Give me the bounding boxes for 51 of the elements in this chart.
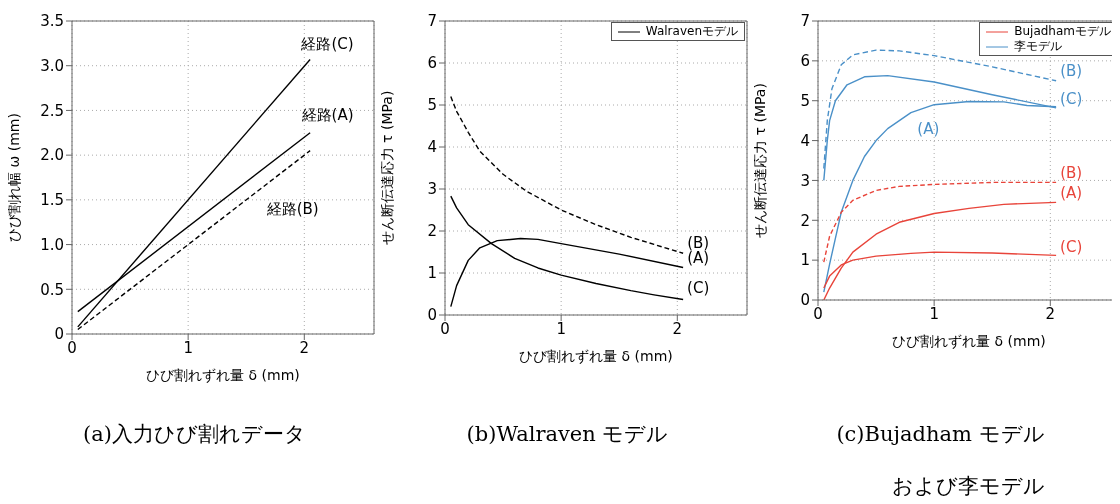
y-tick-label: 3.5 [40,12,64,31]
y-tick-label: 6 [427,54,437,73]
y-tick-label: 3 [427,180,437,199]
y-tick-label: 5 [800,92,810,111]
text: (a)入力ひび割れデータ [83,421,306,448]
x-axis-title: ひび割れずれ量 δ (mm) [146,367,300,383]
y-tick-label: 7 [427,12,437,31]
annotation: 経路(A) [300,106,354,125]
y-tick-label: 2.5 [40,101,64,120]
annotation: (B) [1060,163,1083,182]
x-tick-label: 1 [929,304,939,323]
y-tick-label: 7 [800,12,810,31]
y-tick-label: 2 [427,222,437,241]
x-axis-title: ひび割れずれ量 δ (mm) [892,333,1046,349]
x-axis-title: ひび割れずれ量 δ (mm) [519,348,673,364]
legend-label: 李モデル [1014,39,1063,54]
annotation: (C) [1060,90,1083,109]
x-tick-label: 2 [1045,304,1056,323]
annotation: (B) [1060,62,1083,81]
x-tick-label: 0 [440,319,450,338]
annotation: (A) [1060,183,1083,202]
y-tick-label: 0.5 [40,280,64,299]
x-tick-label: 1 [183,338,193,357]
annotation: 経路(B) [265,200,319,219]
annotation: (C) [687,279,710,298]
y-tick-label: 3.0 [40,57,64,76]
annotation: 経路(C) [300,34,354,53]
legend-label: Bujadhamモデル [1014,24,1111,39]
chart-title: (c)Bujadham モデルおよび李モデル [836,422,1045,498]
x-tick-label: 0 [67,338,77,357]
y-tick-label: 3 [800,171,810,190]
y-tick-label: 1.5 [40,191,64,210]
x-tick-label: 1 [556,319,566,338]
y-tick-label: 2.0 [40,146,64,165]
y-tick-label: 2 [800,211,810,230]
annotation: (C) [1060,237,1083,256]
y-tick-label: 0 [800,291,810,310]
y-tick-label: 1 [427,264,437,283]
x-tick-label: 2 [299,338,310,357]
text: (b)Walraven モデル [466,421,669,448]
y-tick-label: 1 [800,251,810,270]
annotation: (A) [917,119,940,138]
y-axis-title: ひび割れ幅 ω (mm) [5,113,22,242]
x-tick-label: 0 [813,304,823,323]
y-tick-label: 4 [800,131,810,150]
y-tick-label: 1.0 [40,235,64,254]
legend-label: Walravenモデル [645,24,738,39]
y-tick-label: 4 [427,138,437,157]
x-tick-label: 2 [672,319,683,338]
y-tick-label: 5 [427,96,437,115]
y-tick-label: 6 [800,52,810,71]
